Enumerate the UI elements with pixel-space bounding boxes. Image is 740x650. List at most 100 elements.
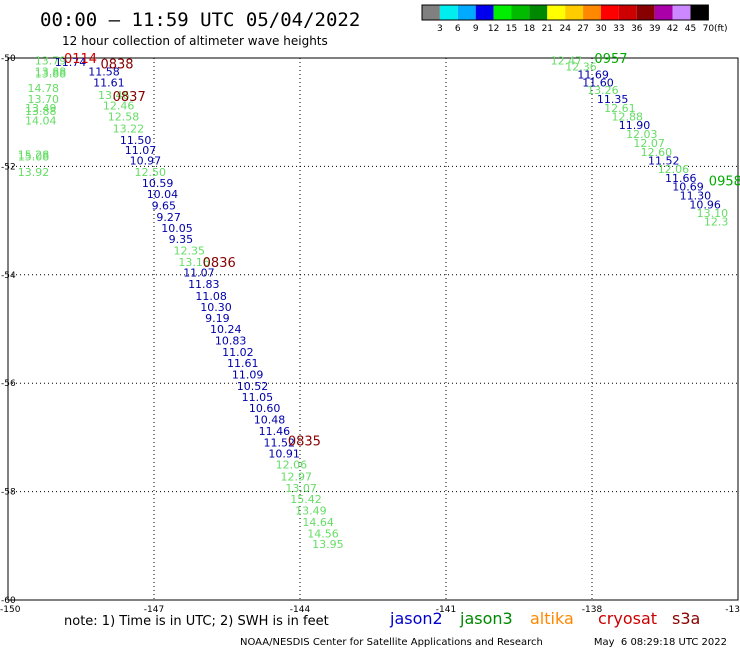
pass-time-label: 0835 (288, 435, 321, 450)
y-tick-label: -52 (1, 162, 16, 172)
legend-swatch (439, 5, 458, 20)
y-tick-label: -60 (1, 596, 16, 606)
wave-height-point: 11.90 (619, 119, 651, 132)
wave-height-point: 11.35 (597, 93, 629, 106)
pass-time-label: 0838 (100, 57, 133, 72)
wave-height-point: 11.46 (259, 425, 291, 438)
wave-height-point: 12.58 (108, 111, 139, 124)
wave-height-point: 10.60 (249, 402, 281, 415)
legend-bin-label: 12 (488, 24, 499, 34)
wave-height-point: 12.06 (276, 459, 308, 472)
wave-height-point: 11.05 (242, 391, 274, 404)
wave-height-point: 12.06 (658, 163, 690, 176)
wave-height-point: 12.07 (633, 137, 665, 150)
wave-height-point: 11.60 (582, 76, 614, 89)
wave-height-point: 13.10 (697, 207, 729, 220)
legend-bin-label: 42 (667, 24, 678, 34)
legend-bin-label: 30 (595, 24, 607, 34)
wave-height-point: 13.49 (295, 505, 327, 518)
wave-height-point: 10.69 (672, 180, 704, 193)
pass-time-label: 0958 (709, 174, 740, 189)
satellite-label-jason2: jason2 (389, 609, 443, 628)
legend-bin-label: 6 (455, 24, 461, 34)
wave-height-point: 11.08 (195, 290, 227, 303)
wave-height-point: 10.83 (215, 334, 247, 347)
wave-height-point: 12.46 (103, 100, 134, 113)
wave-height-point: 9.65 (152, 199, 177, 212)
wave-height-point: 15.42 (290, 493, 322, 506)
wave-height-point: 10.96 (689, 198, 721, 211)
wave-height-point: 13.16 (178, 256, 210, 269)
legend-bin-label: 33 (613, 24, 624, 34)
wave-height-point: 13.22 (113, 122, 145, 135)
legend-swatch (618, 5, 637, 20)
satellite-label-altika: altika (530, 609, 574, 628)
wave-height-point: 14.04 (25, 114, 57, 127)
pass-time-label: 0114 (64, 52, 97, 67)
wave-height-point: 10.97 (130, 154, 162, 167)
legend-bin-label: 45 (685, 24, 696, 34)
wave-height-point: 10.91 (268, 448, 300, 461)
footer-timestamp: May 6 08:29:18 UTC 2022 (594, 637, 727, 648)
wave-height-point: 9.27 (156, 211, 181, 224)
legend-swatch (511, 5, 530, 20)
x-tick-label: -150 (0, 605, 21, 615)
legend-swatch (422, 5, 440, 20)
time-labels: 0114 0838 0837 0836 0835 0957 0958 (64, 52, 740, 450)
wave-height-point: 11.61 (93, 76, 125, 89)
wave-height-point: 11.69 (577, 68, 609, 81)
pass-time-label: 0836 (203, 256, 236, 271)
y-tick-label: -56 (1, 379, 16, 389)
wave-height-point: 9.19 (205, 312, 230, 325)
wave-height-point: 12.60 (641, 146, 673, 159)
satellite-label-cryosat: cryosat (598, 609, 657, 628)
legend-swatch (457, 5, 476, 20)
wave-height-point: 12.47 (551, 55, 583, 68)
wave-height-point: 13.07 (285, 482, 317, 495)
plot-frame (7, 57, 739, 601)
wave-height-point: 13.95 (312, 538, 344, 551)
wave-height-point: 12.88 (611, 111, 643, 124)
wave-height-point: 11.74 (55, 56, 87, 69)
pass-time-label: 0957 (594, 52, 627, 67)
x-tick-label: -141 (436, 605, 456, 615)
legend-bin-label: 27 (577, 24, 588, 34)
wave-height-point: 11.58 (88, 66, 120, 79)
legend-swatch (493, 5, 512, 20)
legend-swatch (654, 5, 673, 20)
wave-height-point: 12.03 (626, 128, 658, 141)
chart-subtitle: 12 hour collection of altimeter wave hei… (62, 34, 328, 48)
legend-swatch (529, 5, 548, 20)
wave-height-point: 12.50 (135, 166, 167, 179)
y-tick-label: -54 (1, 271, 16, 281)
legend-bin-label: 3 (437, 24, 443, 34)
footer-credit: NOAA/NESDIS Center for Satellite Applica… (240, 637, 543, 648)
wave-height-point: 15.28 (18, 148, 50, 161)
y-tick-label: -50 (1, 54, 16, 64)
wave-height-point: 12.61 (604, 102, 636, 115)
legend-swatch (547, 5, 566, 20)
y-tick-labels: -50 -52 -54 -56 -58 -60 (1, 54, 16, 606)
satellite-label-jason3: jason3 (459, 609, 513, 628)
wave-height-point: 13.49 (25, 102, 57, 115)
color-legend: 3 6 9 12 15 18 21 24 27 30 33 36 39 42 45 70 (421, 4, 714, 34)
wave-height-point: 15.08 (18, 151, 50, 164)
wave-height-point: 10.59 (142, 177, 174, 190)
grid-lines (8, 58, 738, 600)
x-tick-label: -144 (290, 605, 311, 615)
wave-height-point: 11.83 (188, 278, 220, 291)
wave-height-point: 13.70 (27, 93, 59, 106)
satellite-label-s3a: s3a (672, 609, 700, 628)
wave-height-point: 13.88 (25, 105, 57, 118)
wave-height-point: 12.97 (281, 470, 313, 483)
wave-height-point: 12.3 (704, 216, 729, 229)
legend-swatch (475, 5, 494, 20)
x-tick-label: -138 (582, 605, 603, 615)
legend-bin-label: 15 (506, 24, 517, 34)
legend-bin-label: 9 (473, 24, 479, 34)
legend-swatch (690, 5, 709, 20)
pass-time-label: 0837 (113, 90, 146, 105)
wave-height-point: 12.36 (565, 61, 597, 74)
